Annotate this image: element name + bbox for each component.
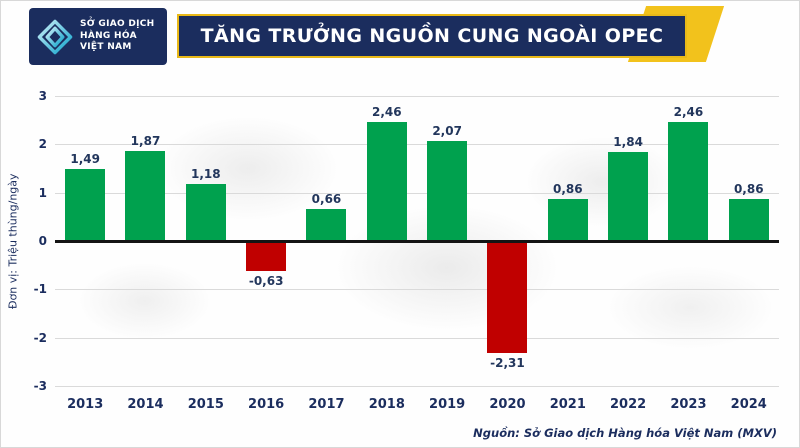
bar-value-label: 2,46 <box>371 105 402 120</box>
bar-value-label: 1,49 <box>70 151 100 166</box>
bar-2017 <box>306 209 347 241</box>
y-tick-label: -3 <box>33 379 47 393</box>
x-tick-label: 2024 <box>730 397 767 412</box>
bar-2021 <box>547 199 588 241</box>
y-tick-label: 1 <box>38 185 47 200</box>
bar-value-label: -0,63 <box>248 274 284 289</box>
x-tick-label: 2016 <box>248 397 285 412</box>
logo-line-1: SỞ GIAO DỊCH <box>80 18 155 29</box>
bar-value-label: 1,84 <box>613 135 643 150</box>
bar-value-label: 1,18 <box>191 166 221 181</box>
bar-2015 <box>185 183 226 241</box>
y-tick-label: 3 <box>38 89 47 103</box>
x-tick-label: 2017 <box>308 397 345 412</box>
logo-line-2: HÀNG HÓA <box>80 30 137 41</box>
source-caption: Nguồn: Sở Giao dịch Hàng hóa Việt Nam (M… <box>473 426 777 440</box>
x-tick-label: 2023 <box>670 397 707 412</box>
x-axis-labels: 2013 2014 2015 2016 2017 2018 2019 2020 2021 2022… <box>55 397 779 412</box>
x-tick-label: 2019 <box>429 397 466 412</box>
bar-2023 <box>668 122 709 241</box>
bar-2019 <box>427 140 468 241</box>
x-tick-label: 2018 <box>368 397 405 412</box>
y-tick-label: 0 <box>38 234 47 248</box>
bar-2024 <box>728 199 769 241</box>
mxv-logo: SỞ GIAO DỊCH HÀNG HÓA VIỆT NAM <box>29 8 167 65</box>
x-tick-label: 2014 <box>127 397 164 412</box>
plot-area: 1,49 1,87 1,18 -0,63 0,66 2,46 2,07 -2,31 0,86 1,… <box>55 96 779 387</box>
bar-2018 <box>366 122 407 241</box>
bar-value-label: 2,46 <box>673 105 704 120</box>
x-tick-label: 2013 <box>67 397 104 412</box>
bar-value-label: 1,87 <box>130 133 161 148</box>
bar-2014 <box>125 150 166 241</box>
x-tick-label: 2021 <box>549 397 586 412</box>
bar-value-label: 0,86 <box>733 182 764 197</box>
bar-value-label: 0,66 <box>311 192 342 207</box>
logo-text: SỞ GIAO DỊCH HÀNG HÓA VIỆT NAM <box>80 19 155 54</box>
bar-value-label: -2,31 <box>490 355 525 370</box>
y-axis-ticks: 3 2 1 0 -1 -2 -3 <box>17 89 47 393</box>
bar-value-label: 2,07 <box>432 123 462 138</box>
x-tick-label: 2020 <box>489 397 526 412</box>
y-tick-label: -1 <box>33 282 47 297</box>
chart-title: TĂNG TRƯỞNG NGUỒN CUNG NGOÀI OPEC <box>177 14 687 58</box>
bar-2020 <box>487 241 528 353</box>
x-tick-label: 2015 <box>187 397 224 412</box>
grid-line <box>55 386 779 387</box>
bar-2016 <box>246 241 287 272</box>
bar-2022 <box>608 152 649 241</box>
y-tick-label: -2 <box>33 330 47 345</box>
zero-line <box>55 240 779 243</box>
y-tick-label: 2 <box>38 137 47 152</box>
x-tick-label: 2022 <box>610 397 647 412</box>
mxv-knot-icon <box>36 18 74 56</box>
logo-line-3: VIỆT NAM <box>80 42 132 53</box>
bar-value-label: 0,86 <box>552 182 583 197</box>
bar-2013 <box>65 168 106 241</box>
